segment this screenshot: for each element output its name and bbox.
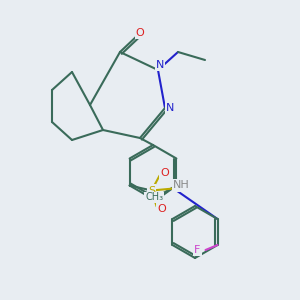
Text: N: N [166, 103, 174, 113]
Text: F: F [194, 245, 201, 255]
Text: O: O [160, 167, 169, 178]
Text: N: N [156, 60, 164, 70]
Text: CH₃: CH₃ [145, 193, 164, 202]
Text: O: O [136, 28, 144, 38]
Text: O: O [157, 205, 166, 214]
Text: S: S [148, 185, 155, 196]
Text: NH: NH [173, 181, 190, 190]
